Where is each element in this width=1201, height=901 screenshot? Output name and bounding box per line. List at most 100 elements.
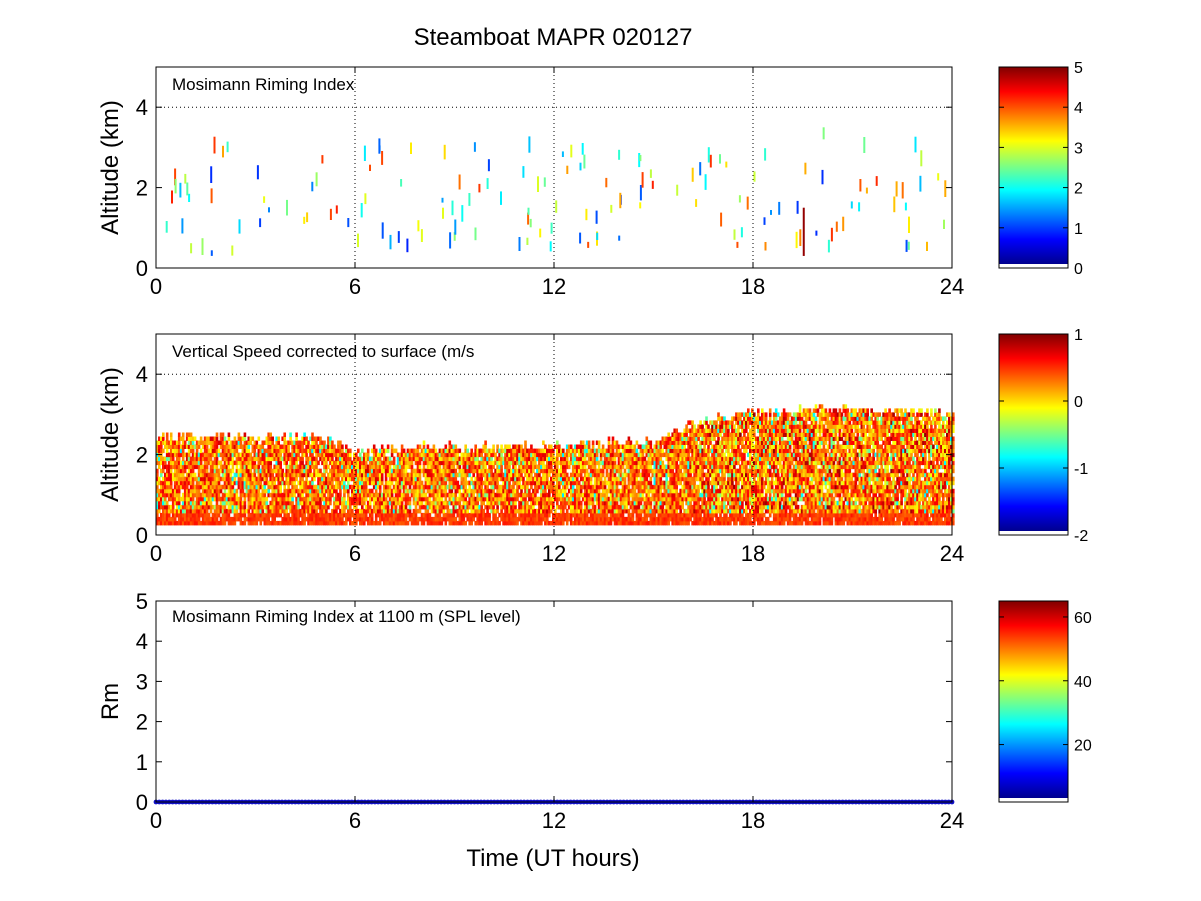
heatmap-cell [239, 468, 243, 474]
heatmap-cell [575, 444, 579, 449]
heatmap-cell [225, 452, 229, 458]
heatmap-cell [313, 500, 316, 506]
heatmap-cell [518, 492, 521, 498]
heatmap-cell [621, 484, 625, 490]
heatmap-cell [609, 476, 613, 482]
heatmap-cell [420, 492, 424, 498]
heatmap-cell [349, 516, 352, 522]
heatmap-cell [162, 448, 165, 454]
heatmap-cell [289, 476, 292, 482]
heatmap-cell [504, 448, 507, 454]
heatmap-cell [335, 520, 338, 526]
heatmap-cell [500, 492, 503, 498]
heatmap-cell [253, 500, 257, 506]
heatmap-cell [267, 440, 270, 445]
heatmap-cell [440, 496, 444, 502]
heatmap-cell [464, 480, 467, 486]
colorbar-tick-label: 2 [1074, 181, 1083, 198]
heatmap-cell [345, 504, 348, 510]
heatmap-cell [386, 500, 390, 506]
heatmap-cell [426, 444, 430, 449]
heatmap-cell [597, 480, 601, 486]
heatmap-cell [197, 516, 201, 522]
heatmap-cell [400, 179, 403, 187]
heatmap-cell [496, 468, 499, 474]
heatmap-cell [611, 488, 615, 494]
heatmap-cell [490, 448, 493, 454]
heatmap-cell [394, 512, 398, 518]
heatmap-cell [504, 460, 507, 466]
heatmap-cell [353, 468, 356, 474]
heatmap-cell [649, 496, 653, 502]
heatmap-cell [156, 504, 159, 510]
heatmap-cell [167, 464, 171, 470]
heatmap-cell [297, 492, 300, 498]
heatmap-cell [311, 472, 314, 478]
heatmap-cell [323, 440, 326, 445]
heatmap-cell [627, 492, 631, 498]
heatmap-cell [271, 520, 274, 526]
heatmap-cell [593, 504, 597, 510]
heatmap-cell [595, 456, 599, 462]
heatmap-cell [251, 456, 255, 462]
heatmap-cell [211, 504, 215, 510]
heatmap-cell [253, 496, 257, 502]
heatmap-cell [653, 484, 657, 490]
heatmap-cell [571, 484, 575, 490]
heatmap-cell [564, 472, 567, 478]
heatmap-cell [259, 480, 263, 486]
heatmap-cell [349, 448, 352, 454]
heatmap-cell [173, 460, 177, 466]
heatmap-cell [474, 480, 477, 486]
heatmap-cell [615, 520, 619, 526]
heatmap-cell [558, 472, 561, 478]
heatmap-cell [442, 452, 446, 458]
heatmap-cell [567, 504, 571, 510]
heatmap-cell [434, 460, 438, 466]
heatmap-cell [323, 512, 326, 518]
heatmap-cell [237, 436, 241, 441]
heatmap-cell [269, 452, 272, 458]
heatmap-cell [271, 508, 274, 514]
heatmap-cell [241, 448, 245, 454]
heatmap-cell [257, 476, 261, 482]
heatmap-cell [339, 448, 342, 454]
heatmap-cell [607, 436, 611, 441]
heatmap-cell [279, 484, 282, 490]
heatmap-cell [195, 500, 199, 506]
heatmap-cell [333, 464, 336, 470]
heatmap-cell [211, 472, 215, 478]
heatmap-cell [261, 448, 265, 454]
heatmap-cell [191, 476, 195, 482]
heatmap-cell [569, 456, 573, 462]
heatmap-cell [321, 448, 324, 454]
heatmap-cell [669, 456, 672, 462]
heatmap-cell [339, 492, 342, 498]
heatmap-cell [315, 512, 318, 518]
heatmap-cell [637, 500, 641, 506]
heatmap-cell [484, 472, 487, 478]
heatmap-cell [504, 508, 507, 514]
heatmap-cell [434, 516, 438, 522]
heatmap-cell [671, 496, 674, 502]
heatmap-cell [189, 448, 193, 454]
heatmap-cell [406, 500, 410, 506]
heatmap-cell [534, 456, 537, 462]
heatmap-cell [653, 468, 657, 474]
heatmap-cell [303, 436, 306, 441]
heatmap-cell [267, 464, 270, 470]
heatmap-cell [637, 472, 641, 478]
heatmap-cell [327, 456, 330, 462]
heatmap-cell [581, 496, 585, 502]
heatmap-cell [629, 504, 633, 510]
heatmap-cell [601, 488, 605, 494]
heatmap-cell [458, 504, 462, 510]
heatmap-cell [305, 476, 308, 482]
heatmap-cell [649, 500, 653, 506]
heatmap-cell [162, 468, 165, 474]
heatmap-cell [203, 500, 207, 506]
heatmap-cell [603, 452, 607, 458]
heatmap-cell [273, 508, 276, 514]
heatmap-cell [349, 504, 352, 510]
heatmap-cell [657, 512, 661, 518]
